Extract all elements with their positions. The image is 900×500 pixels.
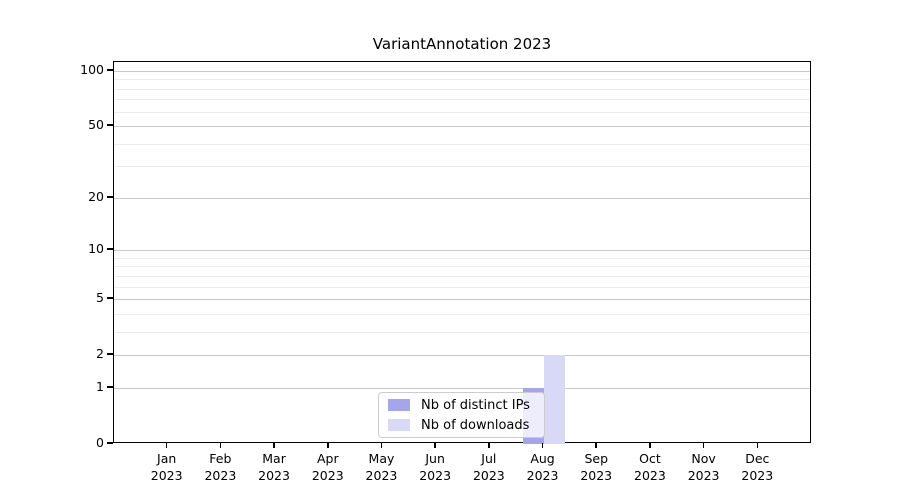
x-tick-label: Oct 2023 (634, 451, 666, 483)
x-tick-mark (488, 443, 490, 448)
gridline-minor (114, 257, 810, 259)
y-tick-label: 50 (88, 117, 104, 133)
x-tick-label: Nov 2023 (687, 451, 720, 483)
x-tick-label: Sep 2023 (580, 451, 613, 483)
legend-swatch-distinct-ips (388, 399, 410, 411)
gridline-minor (114, 331, 810, 333)
gridline-major (114, 71, 810, 72)
gridline-minor (114, 88, 810, 90)
x-tick-mark (327, 443, 329, 448)
plot-area (113, 61, 811, 444)
x-tick-label: Apr 2023 (311, 451, 344, 483)
y-tick-mark (107, 69, 113, 71)
x-tick-mark (434, 443, 436, 448)
x-tick-mark (165, 443, 168, 448)
x-tick-label: Feb 2023 (204, 451, 237, 483)
legend-entry: Nb of downloads (388, 418, 535, 433)
x-tick-mark (756, 443, 759, 448)
y-tick-mark (107, 386, 113, 388)
x-tick-mark (595, 443, 597, 448)
y-tick-label: 20 (88, 188, 104, 204)
x-tick-mark (649, 443, 651, 448)
x-tick-label: Aug 2023 (526, 451, 559, 483)
gridline-minor (114, 313, 810, 315)
legend-label: Nb of downloads (421, 417, 530, 433)
gridline-minor (114, 99, 810, 101)
y-tick-label: 2 (96, 346, 104, 362)
legend-entry: Nb of distinct IPs (388, 398, 535, 413)
x-tick-mark (219, 443, 222, 448)
gridline-major (114, 250, 810, 252)
legend: Nb of distinct IPs Nb of downloads (378, 392, 545, 438)
gridline-minor (114, 266, 810, 268)
gridline-major (114, 299, 810, 301)
gridline-major (114, 197, 810, 199)
legend-label: Nb of distinct IPs (421, 397, 530, 413)
bar-downloads (543, 355, 565, 444)
chart-title: VariantAnnotation 2023 (372, 35, 552, 53)
gridline-minor (114, 275, 810, 277)
gridline-minor (114, 286, 810, 288)
x-tick-label: Mar 2023 (258, 451, 290, 483)
x-tick-label: Jun 2023 (419, 451, 452, 483)
gridline-minor (114, 111, 810, 113)
y-tick-mark (107, 248, 113, 250)
x-tick-mark (702, 443, 705, 448)
y-tick-mark (107, 124, 113, 126)
x-tick-label: Jul 2023 (472, 451, 505, 483)
x-tick-label: Jan 2023 (150, 451, 183, 483)
y-tick-mark (107, 353, 113, 355)
legend-swatch-downloads (388, 419, 410, 431)
x-tick-mark (541, 443, 544, 448)
gridline-minor (114, 143, 810, 145)
gridline-minor (114, 79, 810, 81)
y-tick-mark (107, 442, 113, 444)
y-tick-label: 1 (96, 378, 104, 394)
y-tick-mark (107, 196, 113, 198)
y-tick-label: 100 (80, 62, 104, 77)
gridline-major (114, 355, 810, 357)
gridline-major (114, 126, 810, 128)
gridline-minor (114, 166, 810, 168)
gridline-major (114, 387, 810, 389)
y-tick-label: 10 (88, 241, 104, 257)
x-tick-label: Dec 2023 (741, 451, 774, 483)
x-tick-mark (380, 443, 383, 448)
x-tick-label: May 2023 (365, 451, 398, 483)
y-tick-label: 5 (96, 290, 104, 306)
x-tick-mark (273, 443, 275, 448)
y-tick-mark (107, 297, 113, 299)
y-tick-label: 0 (96, 435, 104, 450)
